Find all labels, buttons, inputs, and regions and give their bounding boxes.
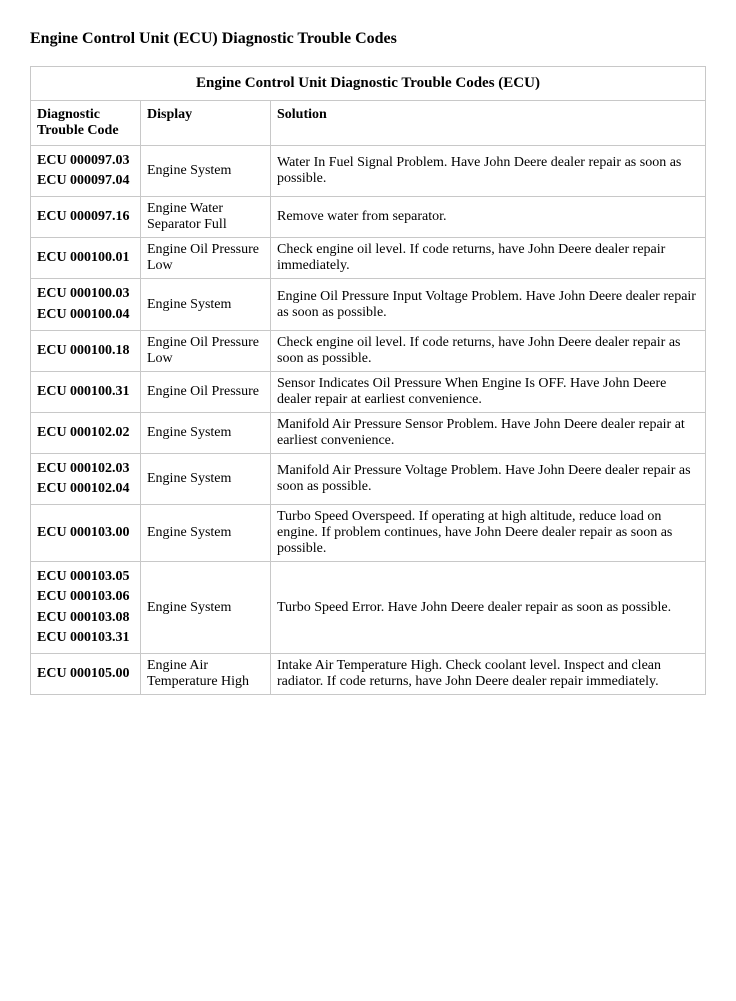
code-cell: ECU 000103.00 [31, 505, 141, 562]
code-line: ECU 000102.03 [37, 460, 134, 478]
col-header-display: Display [141, 101, 271, 146]
code-line: ECU 000100.01 [37, 249, 134, 267]
code-line: ECU 000097.03 [37, 152, 134, 170]
display-cell: Engine Oil Pressure [141, 371, 271, 412]
solution-cell: Intake Air Temperature High. Check coola… [271, 653, 706, 694]
display-cell: Engine System [141, 412, 271, 453]
table-row: ECU 000097.16 Engine Water Separator Full… [31, 197, 706, 238]
code-line: ECU 000097.04 [37, 172, 134, 190]
code-cell: ECU 000100.01 [31, 238, 141, 279]
dtc-table: Engine Control Unit Diagnostic Trouble C… [30, 66, 706, 695]
table-row: ECU 000103.00 Engine SystemTurbo Speed Ov… [31, 505, 706, 562]
display-cell: Engine Oil Pressure Low [141, 330, 271, 371]
code-cell: ECU 000097.16 [31, 197, 141, 238]
code-line: ECU 000102.02 [37, 424, 134, 442]
table-row: ECU 000100.01 Engine Oil Pressure LowChec… [31, 238, 706, 279]
table-row: ECU 000102.03 ECU 000102.04 Engine SystemM… [31, 453, 706, 504]
table-caption: Engine Control Unit Diagnostic Trouble C… [31, 67, 706, 101]
code-line: ECU 000097.16 [37, 208, 134, 226]
code-cell: ECU 000105.00 [31, 653, 141, 694]
table-row: ECU 000100.18 Engine Oil Pressure LowChec… [31, 330, 706, 371]
code-line: ECU 000103.08 [37, 609, 134, 627]
solution-cell: Turbo Speed Error. Have John Deere deale… [271, 562, 706, 654]
code-line: ECU 000103.00 [37, 524, 134, 542]
solution-cell: Engine Oil Pressure Input Voltage Proble… [271, 279, 706, 330]
solution-cell: Water In Fuel Signal Problem. Have John … [271, 146, 706, 197]
code-line: ECU 000103.05 [37, 568, 134, 586]
page-title: Engine Control Unit (ECU) Diagnostic Tro… [30, 30, 706, 48]
col-header-code: Diagnostic Trouble Code [31, 101, 141, 146]
code-line: ECU 000103.31 [37, 629, 134, 647]
code-line: ECU 000102.04 [37, 480, 134, 498]
code-line: ECU 000100.04 [37, 306, 134, 324]
col-header-solution: Solution [271, 101, 706, 146]
table-row: ECU 000105.00 Engine Air Temperature High… [31, 653, 706, 694]
display-cell: Engine System [141, 453, 271, 504]
display-cell: Engine System [141, 279, 271, 330]
solution-cell: Check engine oil level. If code returns,… [271, 238, 706, 279]
code-cell: ECU 000100.03 ECU 000100.04 [31, 279, 141, 330]
table-row: ECU 000103.05 ECU 000103.06 ECU 000103.08 E… [31, 562, 706, 654]
code-line: ECU 000105.00 [37, 665, 134, 683]
table-row: ECU 000097.03 ECU 000097.04 Engine SystemW… [31, 146, 706, 197]
solution-cell: Sensor Indicates Oil Pressure When Engin… [271, 371, 706, 412]
code-cell: ECU 000100.18 [31, 330, 141, 371]
table-row: ECU 000100.31 Engine Oil PressureSensor I… [31, 371, 706, 412]
solution-cell: Remove water from separator. [271, 197, 706, 238]
display-cell: Engine System [141, 505, 271, 562]
solution-cell: Check engine oil level. If code returns,… [271, 330, 706, 371]
display-cell: Engine Oil Pressure Low [141, 238, 271, 279]
code-line: ECU 000103.06 [37, 588, 134, 606]
table-row: ECU 000100.03 ECU 000100.04 Engine SystemE… [31, 279, 706, 330]
code-cell: ECU 000100.31 [31, 371, 141, 412]
solution-cell: Turbo Speed Overspeed. If operating at h… [271, 505, 706, 562]
code-cell: ECU 000102.03 ECU 000102.04 [31, 453, 141, 504]
table-row: ECU 000102.02 Engine SystemManifold Air P… [31, 412, 706, 453]
code-cell: ECU 000097.03 ECU 000097.04 [31, 146, 141, 197]
code-cell: ECU 000103.05 ECU 000103.06 ECU 000103.08 E… [31, 562, 141, 654]
code-line: ECU 000100.31 [37, 383, 134, 401]
display-cell: Engine System [141, 562, 271, 654]
code-line: ECU 000100.18 [37, 342, 134, 360]
display-cell: Engine Water Separator Full [141, 197, 271, 238]
solution-cell: Manifold Air Pressure Sensor Problem. Ha… [271, 412, 706, 453]
display-cell: Engine Air Temperature High [141, 653, 271, 694]
code-line: ECU 000100.03 [37, 285, 134, 303]
solution-cell: Manifold Air Pressure Voltage Problem. H… [271, 453, 706, 504]
code-cell: ECU 000102.02 [31, 412, 141, 453]
display-cell: Engine System [141, 146, 271, 197]
